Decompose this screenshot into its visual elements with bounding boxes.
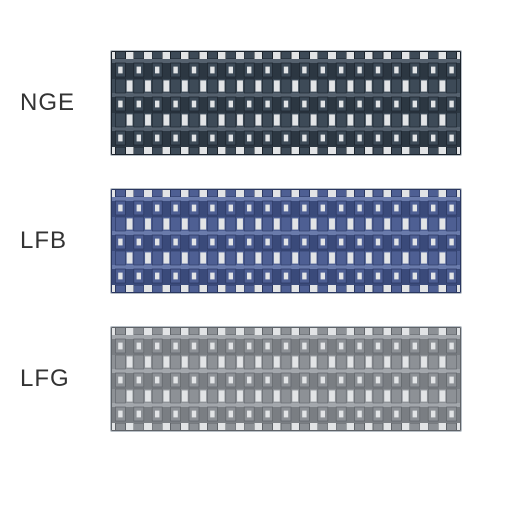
variant-row-nge: NGE <box>20 50 492 156</box>
variant-swatch-nge <box>110 50 462 156</box>
variant-row-lfb: LFB <box>20 188 492 294</box>
variant-label-lfb: LFB <box>20 227 110 255</box>
variant-swatch-lfg <box>110 326 462 432</box>
variant-swatch-lfb <box>110 188 462 294</box>
variant-row-lfg: LFG <box>20 326 492 432</box>
variant-label-nge: NGE <box>20 89 110 117</box>
variant-label-lfg: LFG <box>20 365 110 393</box>
